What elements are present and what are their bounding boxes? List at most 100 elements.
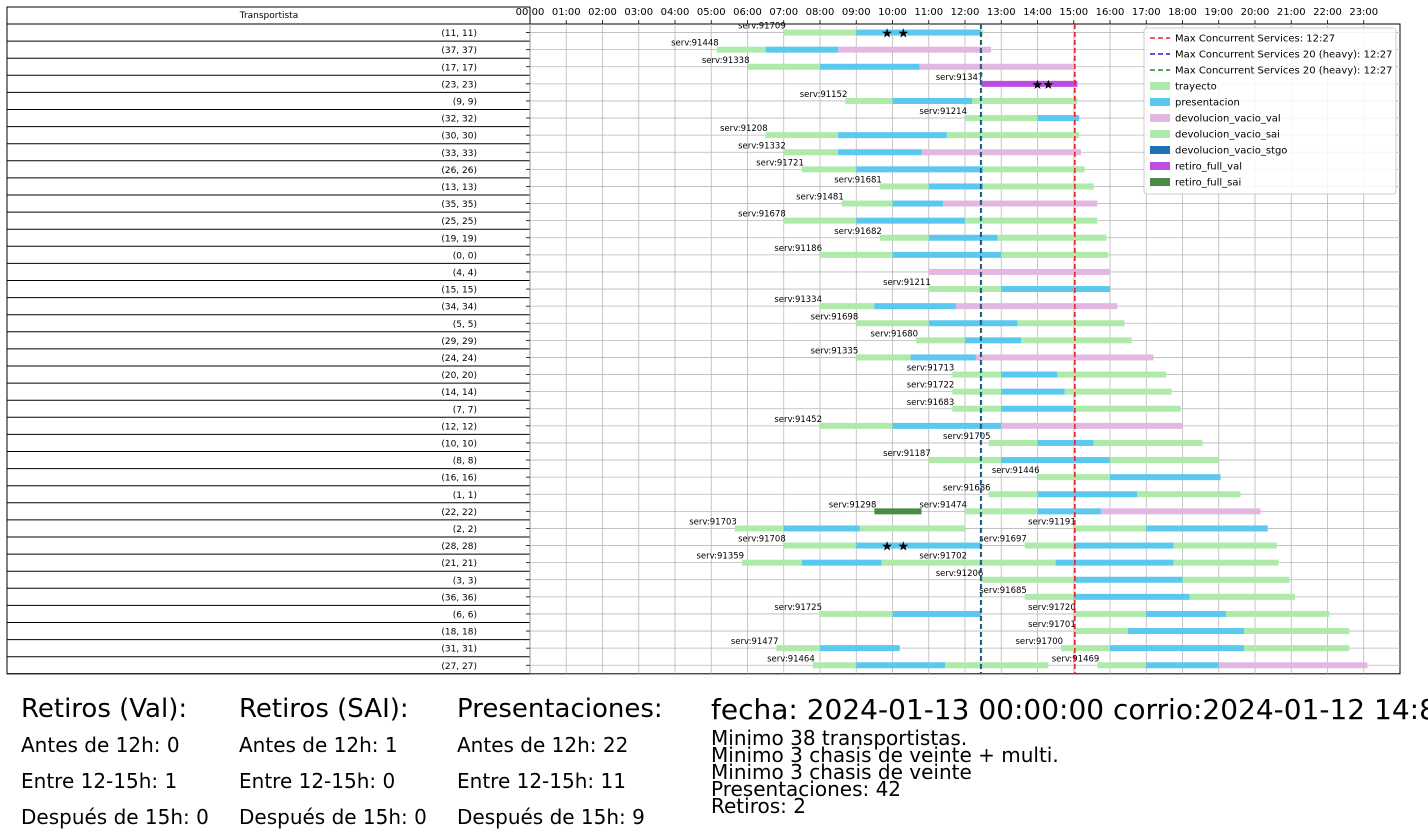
service-label: serv:91208 [720, 124, 768, 134]
bar-devolucion_vacio_val [955, 303, 1118, 310]
retiros-sai-after: Después de 15h: 0 [239, 805, 427, 829]
bar-trayecto [1073, 610, 1147, 617]
bar-trayecto [1173, 542, 1277, 549]
row-label: (33, 33) [441, 149, 477, 159]
bar-trayecto [952, 405, 1002, 412]
gantt-chart: Transportista (11, 11) (37, 37) (17, 17) (23… [6, 6, 1401, 675]
service-label: serv:91448 [671, 39, 719, 49]
bar-trayecto [1073, 405, 1181, 412]
service-label: serv:91702 [919, 552, 967, 562]
service-label: serv:91464 [767, 654, 815, 664]
row-label: (9, 9) [453, 97, 477, 107]
service-label: serv:91481 [796, 193, 844, 203]
row-label: (22, 22) [441, 508, 477, 518]
bar-trayecto [856, 320, 929, 327]
x-tick-label: 04:00 [661, 7, 690, 18]
row-label: (3, 3) [453, 576, 477, 586]
bar-trayecto [881, 559, 965, 566]
bar-trayecto [965, 559, 1056, 566]
star-marker: ★ [898, 540, 910, 555]
bar-trayecto [1110, 457, 1219, 464]
bar-devolucion_vacio_val [1001, 422, 1183, 429]
retiros-sai-summary: Retiros (SAI): Antes de 12h: 1 Entre 12-… [239, 694, 427, 832]
service-label: serv:91477 [731, 637, 779, 647]
service-label: serv:91720 [1028, 603, 1076, 613]
service-label: serv:91187 [883, 449, 931, 459]
row-label: (27, 27) [441, 662, 477, 672]
bar-trayecto [879, 183, 929, 190]
star-marker: ★ [1032, 78, 1044, 93]
retiros-val-after: Después de 15h: 0 [21, 805, 209, 829]
bar-presentacion [892, 610, 982, 617]
bar-presentacion [838, 149, 922, 156]
bar-presentacion [892, 200, 944, 207]
bar-devolucion_vacio_val [921, 149, 1081, 156]
row-label: (13, 13) [441, 183, 477, 193]
bar-trayecto [928, 457, 1002, 464]
bar-presentacion [1073, 593, 1190, 600]
x-tick-label: 12:00 [951, 7, 980, 18]
x-tick-label: 18:00 [1168, 7, 1197, 18]
bar-trayecto [783, 149, 839, 156]
row-label: (4, 4) [453, 268, 477, 278]
service-label: serv:91713 [907, 364, 955, 374]
row-table-frame [6, 6, 531, 675]
bar-trayecto [820, 303, 875, 310]
service-label: serv:91682 [834, 227, 882, 237]
x-tick-label: 02:00 [588, 7, 617, 18]
service-label: serv:91214 [919, 107, 967, 117]
bar-presentacion [1146, 610, 1226, 617]
bar-trayecto [965, 217, 1098, 224]
bar-trayecto [1017, 320, 1125, 327]
bar-trayecto [1057, 371, 1167, 378]
bar-devolucion_vacio_val [975, 354, 1154, 361]
bar-presentacion [928, 234, 998, 241]
bar-presentacion [801, 559, 882, 566]
service-label: serv:91186 [774, 244, 822, 254]
service-label: serv:91152 [800, 90, 848, 100]
service-label: serv:91708 [738, 535, 786, 545]
service-label: serv:91725 [774, 603, 822, 613]
service-label: serv:91474 [919, 500, 967, 510]
service-label: serv:91709 [738, 22, 786, 32]
bar-trayecto [801, 166, 857, 173]
note-presentaciones: Presentaciones: 42 [711, 777, 902, 801]
service-label: serv:91452 [774, 415, 822, 425]
bar-trayecto [988, 439, 1038, 446]
row-label: (24, 24) [441, 354, 477, 364]
bar-trayecto [776, 645, 820, 652]
legend-swatch [1150, 178, 1170, 186]
x-tick-label: 19:00 [1204, 7, 1233, 18]
bar-trayecto [856, 354, 911, 361]
star-marker: ★ [881, 540, 893, 555]
legend-label: Max Concurrent Services 20 (heavy): 12:2… [1175, 50, 1392, 61]
x-tick-label: 00:00 [516, 7, 545, 18]
bar-trayecto [1064, 388, 1172, 395]
bar-presentacion [1037, 508, 1101, 515]
row-label: (35, 35) [441, 200, 477, 210]
bar-trayecto [1021, 337, 1132, 344]
row-label: (12, 12) [441, 422, 477, 432]
bar-trayecto [1061, 645, 1110, 652]
bar-trayecto [1189, 593, 1295, 600]
service-label: serv:91683 [907, 398, 955, 408]
bar-trayecto [1182, 576, 1290, 583]
bar-presentacion [1146, 662, 1219, 669]
bar-presentacion [1128, 628, 1245, 635]
bar-trayecto [879, 234, 929, 241]
x-tick-label: 17:00 [1132, 7, 1161, 18]
bar-trayecto [965, 508, 1038, 515]
bar-trayecto [1073, 525, 1147, 532]
x-tick-label: 08:00 [806, 7, 835, 18]
row-label: (37, 37) [441, 46, 477, 56]
bar-trayecto [1024, 593, 1074, 600]
bar-trayecto [859, 525, 965, 532]
bar-presentacion [1146, 525, 1268, 532]
row-label: (16, 16) [441, 474, 477, 484]
bar-presentacion [838, 132, 947, 139]
service-label: serv:91681 [834, 175, 882, 185]
retiros-sai-title: Retiros (SAI): [239, 694, 409, 724]
retiros-val-between: Entre 12-15h: 1 [21, 769, 178, 793]
x-tick-label: 15:00 [1059, 7, 1088, 18]
bar-trayecto [734, 525, 784, 532]
